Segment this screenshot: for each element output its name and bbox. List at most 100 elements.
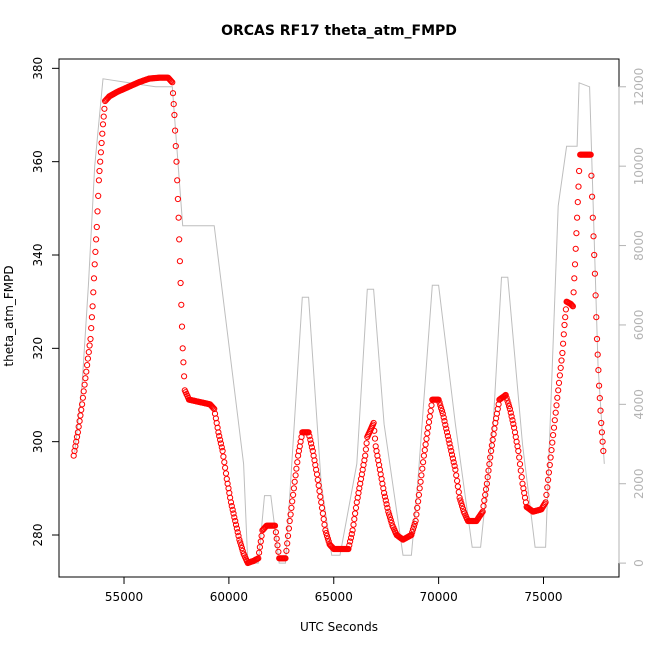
data-point-461 xyxy=(444,433,451,440)
data-point-265 xyxy=(284,540,291,547)
data-point-547 xyxy=(516,454,523,461)
data-point-584 xyxy=(546,461,553,469)
x-tick-label: 70000 xyxy=(420,590,458,604)
data-point-270 xyxy=(288,504,295,511)
data-point-232 xyxy=(256,544,263,551)
data-point-138 xyxy=(179,345,186,352)
data-point-467 xyxy=(449,455,456,462)
data-point-597 xyxy=(557,364,564,371)
data-point-231 xyxy=(256,549,263,556)
data-point-35 xyxy=(97,149,105,156)
data-point-510 xyxy=(485,467,492,474)
data-point-473 xyxy=(454,483,461,490)
data-point-202 xyxy=(232,517,239,525)
data-point-646 xyxy=(594,351,601,358)
data-point-123 xyxy=(169,79,176,86)
data-point-373 xyxy=(371,435,379,442)
data-point-648 xyxy=(596,382,603,389)
data-point-139 xyxy=(180,359,187,366)
data-point-390 xyxy=(386,511,393,518)
data-point-581 xyxy=(544,484,551,491)
data-point-440 xyxy=(427,407,434,414)
data-point-254 xyxy=(275,548,282,555)
data-point-274 xyxy=(291,478,298,485)
data-point-386 xyxy=(382,497,389,504)
data-point-384 xyxy=(381,489,388,497)
data-point-18 xyxy=(85,349,92,356)
data-point-460 xyxy=(443,429,451,436)
data-point-637 xyxy=(588,172,595,179)
data-point-230 xyxy=(255,555,262,562)
data-point-207 xyxy=(236,536,243,543)
data-point-376 xyxy=(374,452,381,459)
data-point-348 xyxy=(352,504,360,511)
data-point-474 xyxy=(455,489,462,496)
data-point-271 xyxy=(289,498,296,505)
data-point-504 xyxy=(480,503,487,510)
data-point-379 xyxy=(376,466,383,473)
primary-series-layer xyxy=(70,74,607,567)
data-point-185 xyxy=(217,440,224,447)
data-point-385 xyxy=(381,493,388,500)
data-point-650 xyxy=(597,407,604,414)
data-point-201 xyxy=(231,514,238,521)
data-point-198 xyxy=(228,503,235,510)
data-point-452 xyxy=(437,402,444,409)
data-point-636 xyxy=(587,151,594,158)
data-point-131 xyxy=(174,195,181,203)
data-point-454 xyxy=(438,407,446,414)
data-point-275 xyxy=(292,472,299,479)
data-point-315 xyxy=(325,538,332,545)
data-point-585 xyxy=(547,454,554,461)
x-axis-label: UTC Seconds xyxy=(300,620,378,634)
data-point-189 xyxy=(221,459,228,466)
data-point-183 xyxy=(216,433,223,440)
data-point-392 xyxy=(387,517,394,524)
data-point-181 xyxy=(214,424,221,431)
data-point-306 xyxy=(318,499,325,506)
data-point-417 xyxy=(408,531,415,539)
data-point-645 xyxy=(593,335,601,343)
data-point-437 xyxy=(425,424,432,431)
data-point-579 xyxy=(542,499,549,506)
data-point-302 xyxy=(314,476,321,483)
data-point-470 xyxy=(452,466,459,473)
data-point-477 xyxy=(458,500,465,507)
chart-title: ORCAS RF17 theta_atm_FMPD xyxy=(221,23,457,39)
y-axis-right: 0 2000 4000 6000 8000 10000 12000 xyxy=(618,68,646,567)
data-point-272 xyxy=(290,491,297,498)
data-point-339 xyxy=(345,545,352,553)
data-point-263 xyxy=(282,555,289,562)
data-point-136 xyxy=(178,301,185,308)
data-point-341 xyxy=(347,538,354,545)
data-point-11 xyxy=(79,394,87,401)
data-point-182 xyxy=(215,429,222,436)
data-point-7 xyxy=(76,418,83,425)
data-point-312 xyxy=(323,530,330,537)
data-point-532 xyxy=(503,394,510,401)
y2-tick-label: 0 xyxy=(632,559,646,567)
data-point-9 xyxy=(78,406,85,413)
data-point-456 xyxy=(440,414,447,421)
data-point-15 xyxy=(83,368,90,375)
data-point-640 xyxy=(590,233,597,240)
data-point-594 xyxy=(555,387,562,394)
data-point-359 xyxy=(362,452,369,459)
data-point-267 xyxy=(285,525,292,532)
data-point-269 xyxy=(287,511,294,518)
data-point-478 xyxy=(459,503,466,510)
y-axis-label: theta_atm_FMPD xyxy=(2,265,16,366)
data-point-639 xyxy=(589,214,596,221)
data-point-651 xyxy=(598,419,605,427)
data-point-121 xyxy=(167,77,174,84)
data-point-293 xyxy=(307,436,314,443)
data-point-36 xyxy=(98,139,105,147)
data-point-653 xyxy=(599,438,606,445)
data-point-19 xyxy=(86,342,93,349)
data-point-6 xyxy=(75,423,82,430)
data-point-652 xyxy=(598,429,606,436)
y2-tick-label: 12000 xyxy=(632,68,646,106)
data-point-458 xyxy=(442,421,449,428)
data-point-200 xyxy=(230,510,237,517)
